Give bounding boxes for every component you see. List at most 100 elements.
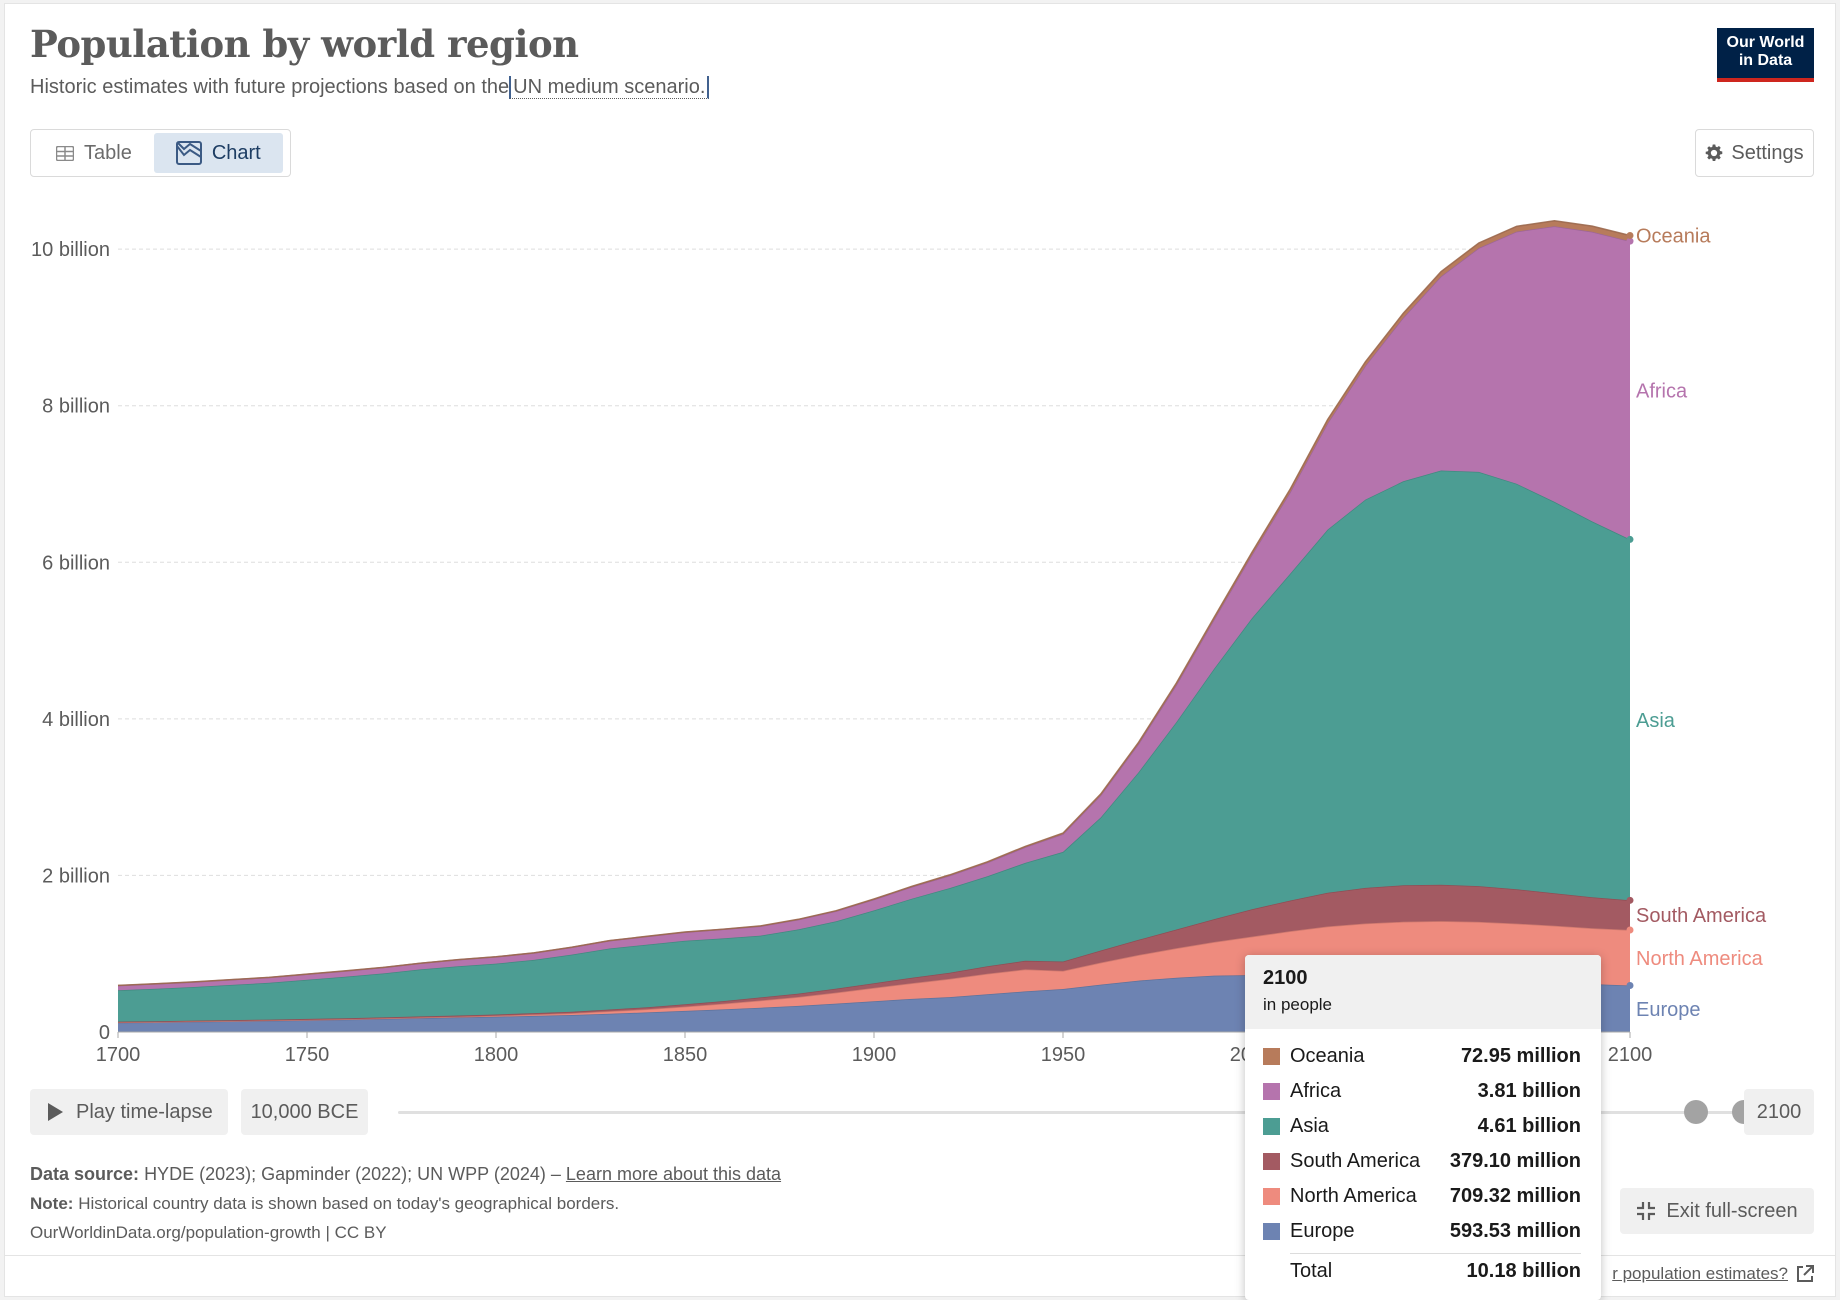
series-end-dot — [1626, 982, 1634, 990]
legend-swatch — [1263, 1188, 1280, 1205]
footer-divider — [4, 1255, 1836, 1256]
logo-line-2: in Data — [1738, 52, 1793, 69]
play-label: Play time-lapse — [76, 1100, 213, 1123]
tab-chart[interactable]: Chart — [153, 133, 283, 173]
tab-table-label: Table — [84, 141, 132, 164]
source-label: Data source: — [30, 1164, 140, 1184]
x-tick-label: 1800 — [474, 1044, 519, 1066]
subtitle-text: Historic estimates with future projectio… — [30, 76, 510, 98]
y-tick-label: 0 — [99, 1022, 110, 1044]
area-south-america[interactable] — [118, 884, 1630, 1023]
play-icon — [48, 1103, 63, 1121]
y-tick-label: 10 billion — [31, 239, 110, 261]
series-end-dot — [1626, 237, 1634, 245]
tooltip-series-value: 72.95 million — [1460, 1045, 1581, 1067]
tooltip-total-value: 10.18 billion — [1466, 1260, 1581, 1282]
tooltip-unit: in people — [1263, 995, 1333, 1014]
tooltip-series-name: North America — [1290, 1185, 1417, 1207]
gear-icon — [1706, 144, 1723, 162]
note-text: Historical country data is shown based o… — [78, 1194, 620, 1213]
tooltip-total-row: Total 10.18 billion — [1290, 1253, 1581, 1289]
population-estimates-link[interactable]: r population estimates? — [1612, 1264, 1814, 1284]
series-label-south-america[interactable]: South America — [1636, 905, 1767, 927]
logo-line-1: Our World — [1726, 34, 1805, 51]
play-timelapse-button[interactable]: Play time-lapse — [30, 1089, 228, 1135]
exit-fullscreen-button[interactable]: Exit full-screen — [1620, 1188, 1814, 1234]
area-edge-oceania — [117, 219, 1631, 987]
legend-swatch — [1263, 1223, 1280, 1240]
series-label-oceania[interactable]: Oceania — [1636, 225, 1711, 247]
tooltip-row: Africa 3.81 billion — [1263, 1074, 1581, 1109]
tooltip-series-name: South America — [1290, 1150, 1421, 1172]
data-tooltip: 2100 in people Oceania 72.95 million Afric… — [1245, 955, 1601, 1300]
note-line: Note: Historical country data is shown b… — [30, 1189, 781, 1218]
series-end-dot — [1626, 535, 1634, 543]
learn-more-link[interactable]: Learn more about this data — [565, 1164, 782, 1184]
timeline-controls: Play time-lapse 10,000 BCE 2100 — [30, 1089, 1814, 1139]
un-scenario-link[interactable]: UN medium scenario. — [509, 76, 710, 99]
series-label-north-america[interactable]: North America — [1636, 948, 1764, 970]
tooltip-header: 2100 in people — [1245, 955, 1601, 1029]
legend-swatch — [1263, 1118, 1280, 1135]
tooltip-rows: Oceania 72.95 million Africa 3.81 billion As… — [1245, 1029, 1601, 1289]
legend-swatch — [1263, 1048, 1280, 1065]
series-end-dot — [1626, 231, 1634, 239]
series-end-dot — [1626, 896, 1634, 904]
source-text: HYDE (2023); Gapminder (2022); UN WPP (2… — [144, 1164, 561, 1184]
tooltip-row: Europe 593.53 million — [1263, 1214, 1581, 1249]
tooltip-series-value: 593.53 million — [1449, 1220, 1581, 1242]
chart-sources: Data source: HYDE (2023); Gapminder (202… — [30, 1160, 781, 1247]
tab-chart-label: Chart — [211, 141, 261, 164]
tooltip-series-name: Asia — [1290, 1115, 1329, 1137]
area-north-america[interactable] — [118, 921, 1630, 1023]
table-icon — [56, 145, 74, 161]
area-asia[interactable] — [118, 470, 1630, 1022]
legend-swatch — [1263, 1153, 1280, 1170]
page-title: Population by world region — [30, 22, 579, 66]
tooltip-series-name: Europe — [1290, 1220, 1355, 1242]
timeline-start-handle[interactable] — [1684, 1100, 1709, 1124]
series-label-asia[interactable]: Asia — [1636, 710, 1676, 732]
population-estimates-text: r population estimates? — [1612, 1264, 1788, 1283]
external-link-icon — [1797, 1265, 1814, 1282]
population-area-chart: 0 2 billion 4 billion 6 billion 8 billion 10 … — [31, 219, 1767, 1066]
note-label: Note: — [30, 1194, 74, 1213]
settings-button[interactable]: Settings — [1695, 129, 1814, 177]
series-label-europe[interactable]: Europe — [1636, 999, 1701, 1021]
x-tick-label: 1750 — [285, 1044, 330, 1066]
series-end-labels: Oceania Africa Asia South America North Amer… — [1636, 225, 1767, 1020]
timeline-end-year[interactable]: 2100 — [1744, 1089, 1814, 1135]
exit-fullscreen-icon — [1637, 1202, 1656, 1220]
tab-table[interactable]: Table — [34, 133, 154, 173]
timeline-start-year[interactable]: 10,000 BCE — [241, 1089, 368, 1135]
y-tick-label: 6 billion — [42, 552, 110, 574]
x-tick-label: 1950 — [1041, 1044, 1086, 1066]
x-tick-label: 1850 — [663, 1044, 708, 1066]
tooltip-row: Oceania 72.95 million — [1263, 1039, 1581, 1074]
data-source-line: Data source: HYDE (2023); Gapminder (202… — [30, 1160, 781, 1189]
chart-url[interactable]: OurWorldinData.org/population-growth | C… — [30, 1223, 387, 1242]
tooltip-series-value: 379.10 million — [1449, 1150, 1581, 1172]
series-end-dot — [1626, 926, 1634, 934]
legend-swatch — [1263, 1083, 1280, 1100]
y-tick-label: 4 billion — [42, 709, 110, 731]
area-africa[interactable] — [118, 226, 1630, 991]
settings-label: Settings — [1731, 141, 1804, 164]
x-tick-label: 1900 — [852, 1044, 897, 1066]
tooltip-series-value: 3.81 billion — [1477, 1080, 1581, 1102]
owid-logo[interactable]: Our World in Data — [1717, 28, 1814, 82]
exit-fullscreen-label: Exit full-screen — [1666, 1199, 1798, 1222]
y-tick-label: 2 billion — [42, 865, 110, 887]
tooltip-row: South America 379.10 million — [1263, 1144, 1581, 1179]
area-series — [117, 219, 1634, 1033]
tooltip-series-value: 4.61 billion — [1477, 1115, 1581, 1137]
x-tick-label: 1700 — [96, 1044, 141, 1066]
tooltip-total-label: Total — [1290, 1260, 1333, 1282]
tooltip-row: Asia 4.61 billion — [1263, 1109, 1581, 1144]
tooltip-series-value: 709.32 million — [1449, 1185, 1581, 1207]
y-tick-label: 8 billion — [42, 396, 110, 418]
page-subtitle: Historic estimates with future projectio… — [30, 76, 710, 99]
x-tick-label: 2100 — [1608, 1044, 1653, 1066]
series-label-africa[interactable]: Africa — [1636, 380, 1688, 402]
y-axis: 0 2 billion 4 billion 6 billion 8 billion 10 … — [31, 239, 110, 1044]
